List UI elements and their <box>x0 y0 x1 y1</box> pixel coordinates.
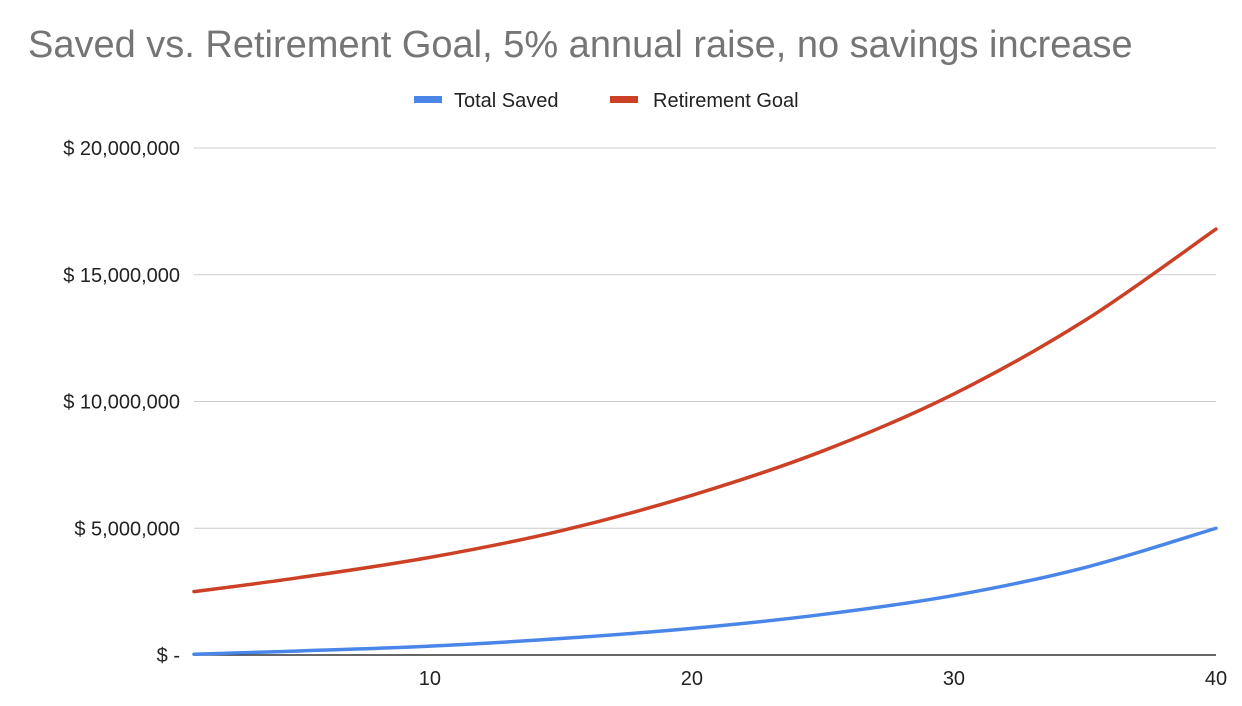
legend: Total Saved Retirement Goal <box>414 90 799 112</box>
x-tick-label: 40 <box>1205 668 1227 690</box>
series-line-retirement-goal <box>192 227 1218 594</box>
legend-swatch-retirement-goal <box>610 96 638 103</box>
y-tick-label: $ 15,000,000 <box>63 265 180 287</box>
x-axis-ticks: 10 20 30 40 <box>419 668 1227 690</box>
x-tick-label: 20 <box>681 668 703 690</box>
y-tick-label: $ 10,000,000 <box>63 392 180 414</box>
x-tick-label: 10 <box>419 668 441 690</box>
legend-label-total-saved: Total Saved <box>454 90 559 112</box>
gridlines <box>194 147 1216 656</box>
legend-label-retirement-goal: Retirement Goal <box>653 90 799 112</box>
series-line-total-saved <box>192 526 1218 656</box>
y-tick-label: $ - <box>157 645 180 667</box>
chart-title: Saved vs. Retirement Goal, 5% annual rai… <box>28 24 1133 66</box>
legend-swatch-total-saved <box>414 96 442 103</box>
y-tick-label: $ 20,000,000 <box>63 138 180 160</box>
x-tick-label: 30 <box>943 668 965 690</box>
y-axis-ticks: $ - $ 5,000,000 $ 10,000,000 $ 15,000,000 $ … <box>63 138 180 667</box>
y-tick-label: $ 5,000,000 <box>74 518 180 540</box>
series-lines <box>192 227 1218 656</box>
